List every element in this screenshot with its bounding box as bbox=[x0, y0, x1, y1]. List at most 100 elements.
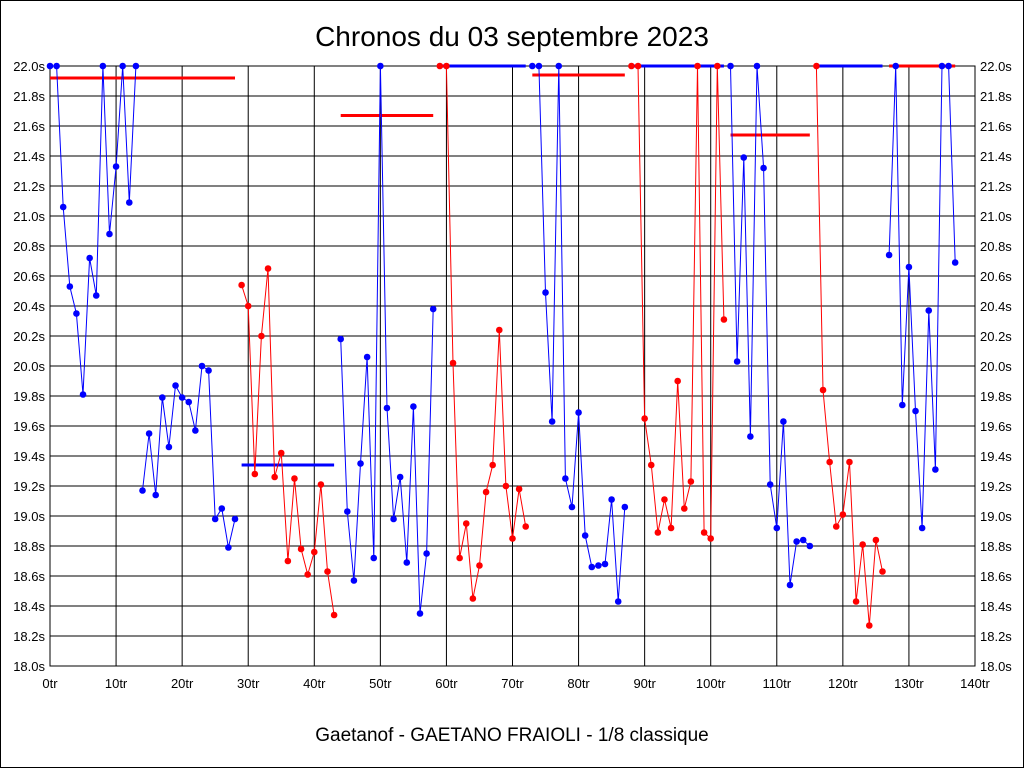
lap-point bbox=[264, 265, 272, 272]
y-axis-right: 18.0s 18.2s 18.4s 18.6s 18.8s 19.0s 19.2s 19.4s… bbox=[980, 59, 1012, 674]
lap-point bbox=[509, 535, 516, 542]
lap-point bbox=[760, 164, 767, 172]
lap-point bbox=[251, 470, 259, 478]
lap-point bbox=[377, 62, 384, 70]
lap-point bbox=[139, 487, 146, 494]
lap-point bbox=[73, 310, 80, 317]
lap-point bbox=[159, 394, 166, 401]
lap-point bbox=[324, 568, 331, 575]
lap-point bbox=[337, 335, 345, 343]
lap-point bbox=[99, 62, 107, 70]
lap-point bbox=[92, 292, 100, 299]
lap-point bbox=[846, 458, 853, 466]
lap-point bbox=[192, 427, 199, 434]
y-tick-label-right: 18.8s bbox=[980, 539, 1012, 554]
lap-point bbox=[912, 407, 919, 415]
lap-point bbox=[879, 568, 886, 575]
lap-point bbox=[872, 536, 880, 544]
lap-point bbox=[581, 532, 589, 539]
x-tick-label: 0tr bbox=[42, 676, 58, 691]
lap-point bbox=[714, 62, 721, 70]
lap-series bbox=[628, 62, 728, 542]
series-line bbox=[730, 65, 811, 586]
y-tick-label-right: 18.4s bbox=[980, 599, 1012, 614]
x-tick-label: 110tr bbox=[762, 676, 791, 691]
lap-point bbox=[945, 62, 952, 70]
lap-series bbox=[529, 62, 629, 605]
lap-point bbox=[899, 401, 906, 409]
lap-point bbox=[885, 251, 893, 259]
lap-point bbox=[548, 418, 556, 425]
lap-point bbox=[46, 62, 54, 70]
lap-point bbox=[271, 473, 278, 481]
x-tick-label: 100tr bbox=[696, 676, 726, 691]
lap-point bbox=[634, 62, 642, 70]
lap-point bbox=[654, 529, 662, 536]
lap-point bbox=[106, 230, 113, 238]
lap-point bbox=[443, 62, 450, 70]
y-tick-label-right: 21.2s bbox=[980, 179, 1012, 194]
lap-point bbox=[258, 332, 265, 340]
lap-point bbox=[172, 382, 179, 389]
lap-point bbox=[86, 254, 93, 262]
lap-point bbox=[753, 62, 761, 70]
lap-point bbox=[925, 307, 933, 314]
series-line bbox=[340, 65, 434, 614]
lap-point bbox=[238, 281, 245, 289]
lap-point bbox=[310, 548, 318, 556]
lap-point bbox=[59, 203, 67, 211]
lap-point bbox=[608, 496, 615, 503]
x-tick-label: 50tr bbox=[369, 676, 392, 691]
y-tick-label-right: 19.4s bbox=[980, 449, 1012, 464]
y-tick-label-right: 21.4s bbox=[980, 149, 1012, 164]
y-tick-label: 22.0s bbox=[13, 59, 45, 74]
lap-point bbox=[423, 550, 430, 557]
lap-point bbox=[357, 460, 364, 467]
y-tick-label-right: 18.0s bbox=[980, 659, 1012, 674]
lap-point bbox=[680, 505, 688, 512]
y-tick-label-right: 21.8s bbox=[980, 89, 1012, 104]
x-tick-label: 140tr bbox=[960, 676, 990, 691]
y-tick-label-right: 20.6s bbox=[980, 269, 1012, 284]
lap-point bbox=[661, 496, 668, 503]
x-tick-label: 40tr bbox=[303, 676, 326, 691]
lap-point bbox=[469, 595, 477, 602]
lap-point bbox=[938, 62, 946, 70]
lap-point bbox=[165, 443, 173, 451]
y-tick-label: 18.8s bbox=[13, 539, 45, 554]
y-tick-label: 19.0s bbox=[13, 509, 45, 524]
lap-point bbox=[403, 559, 411, 566]
lap-point bbox=[284, 557, 292, 565]
lap-point bbox=[178, 394, 186, 401]
lap-point bbox=[152, 491, 160, 499]
lap-point bbox=[951, 259, 959, 266]
series-line bbox=[50, 65, 137, 395]
lap-series bbox=[238, 265, 338, 619]
lap-point bbox=[515, 485, 523, 493]
lap-point bbox=[211, 515, 219, 523]
y-tick-label-right: 21.0s bbox=[980, 209, 1012, 224]
y-tick-label: 18.0s bbox=[13, 659, 45, 674]
lap-point bbox=[416, 610, 424, 617]
series-line bbox=[815, 65, 883, 626]
x-tick-label: 90tr bbox=[633, 676, 656, 691]
lap-point bbox=[799, 536, 807, 544]
lap-point bbox=[79, 391, 87, 398]
lap-series bbox=[139, 362, 239, 551]
lap-point bbox=[766, 481, 774, 488]
lap-point bbox=[522, 523, 530, 530]
lap-point bbox=[495, 326, 503, 334]
lap-point bbox=[562, 475, 569, 482]
lap-point bbox=[390, 515, 397, 523]
y-tick-label-right: 19.2s bbox=[980, 479, 1012, 494]
lap-point bbox=[535, 62, 543, 70]
lap-point bbox=[786, 581, 794, 589]
lap-point bbox=[780, 418, 787, 425]
lap-point bbox=[185, 398, 193, 406]
lap-series bbox=[727, 62, 814, 589]
lap-point bbox=[145, 430, 153, 437]
y-tick-label-right: 22.0s bbox=[980, 59, 1012, 74]
lap-point bbox=[555, 62, 563, 70]
series-line bbox=[439, 65, 527, 599]
lap-point bbox=[482, 488, 490, 496]
